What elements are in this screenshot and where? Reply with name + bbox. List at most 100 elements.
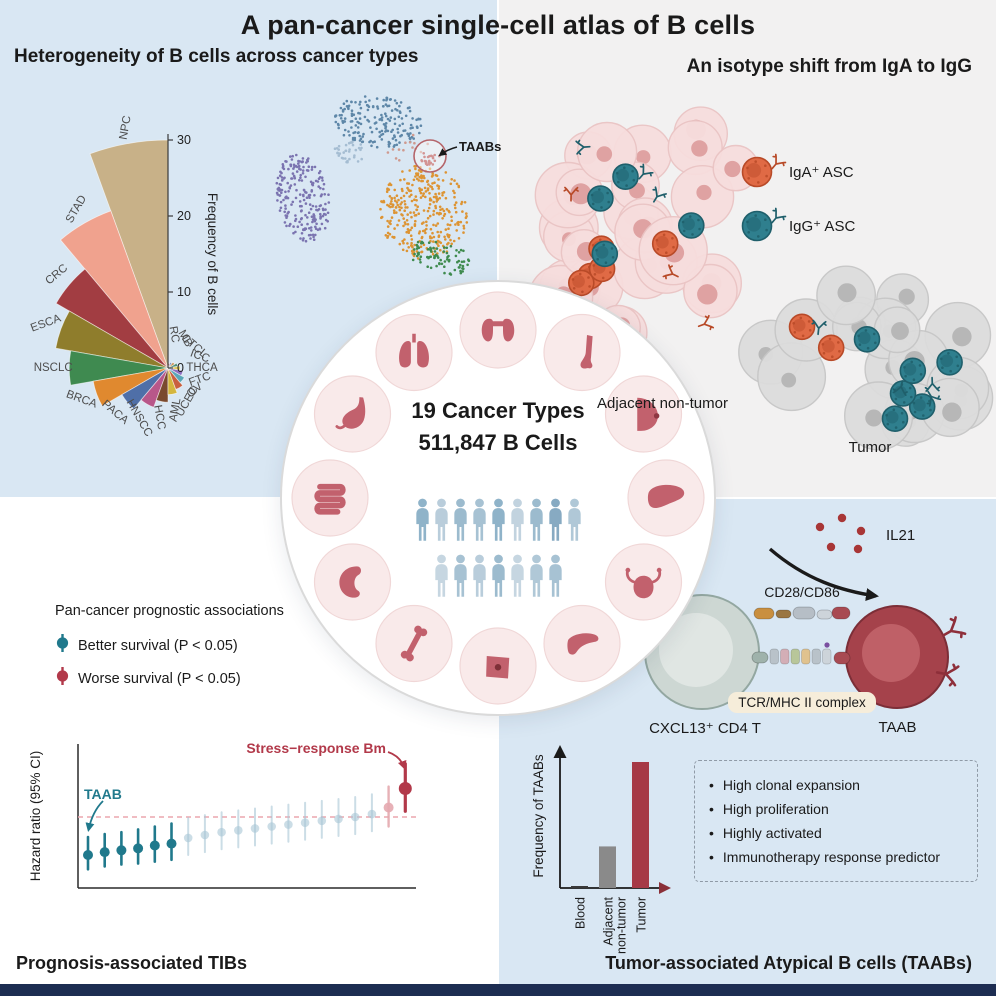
rose-wedge-STAD <box>59 210 169 369</box>
cd28-cd86-label: CD28/CD86 <box>764 584 840 600</box>
il21-arrow <box>768 547 879 601</box>
forest-point <box>317 816 327 826</box>
b-cluster-rose <box>386 133 430 162</box>
isotype-legend-icons <box>741 153 787 242</box>
b-cluster-lightblue <box>333 140 364 164</box>
forest-taab-annotation: TAAB <box>84 786 122 802</box>
forest-point <box>133 843 144 854</box>
rose-wedge-PACA <box>121 367 169 410</box>
rose-wedge-THCA <box>167 365 181 371</box>
il21-label: IL21 <box>886 527 916 544</box>
panel-heterogeneity-title: Heterogeneity of B cells across cancer t… <box>14 46 419 67</box>
forest-point <box>99 847 110 858</box>
bar-Adjacent non-tumor <box>599 846 616 888</box>
antibody-icon <box>811 319 827 336</box>
taab-frequency-bar-chart: Blood Adjacentnon-tumor Tumor Frequency of … <box>531 745 671 954</box>
rose-label-HCC: HCC <box>151 404 167 431</box>
worse-survival-marker-icon <box>55 664 70 693</box>
taab-features-box: High clonal expansion High proliferation H… <box>694 760 978 882</box>
legend-better-label: Better survival (P < 0.05) <box>78 637 238 654</box>
antibody-icon <box>697 314 715 331</box>
stress-bm-pointer-arrow <box>387 751 407 770</box>
antibody-icon <box>941 616 967 639</box>
rose-label-AML: AML <box>167 397 183 423</box>
person-figure <box>454 498 467 541</box>
rose-tick-label: 0 <box>177 361 184 375</box>
antibody-icon <box>662 264 679 280</box>
forest-point <box>398 782 412 795</box>
footer-bar <box>0 984 996 996</box>
organ-kidney-icon <box>313 543 392 621</box>
cd86-receptor <box>816 609 833 620</box>
rose-label-NSCLC: NSCLC <box>34 362 73 374</box>
organ-nose-icon <box>543 313 621 392</box>
rose-axis-title: Frequency of B cells <box>205 193 220 316</box>
forest-point <box>149 840 160 851</box>
antibody-icon <box>935 663 960 687</box>
forest-point <box>383 802 394 813</box>
legend-worse-survival: Worse survival (P < 0.05) <box>55 664 241 693</box>
mhc-complex-segment <box>790 648 800 665</box>
forest-point <box>166 838 177 849</box>
bar-ylabel: Frequency of TAABs <box>531 754 546 878</box>
person-figure <box>530 498 543 541</box>
forest-point <box>116 845 127 856</box>
patient-cohort-figures <box>416 498 581 597</box>
person-figure <box>473 554 486 597</box>
rose-label-NPC: NPC <box>118 115 134 141</box>
legend-igg-asc-label: IgG⁺ ASC <box>789 218 856 235</box>
forest-ylabel: Hazard ratio (95% CI) <box>28 751 43 882</box>
b-cluster-purple <box>275 153 331 243</box>
organ-liver-icon <box>627 459 705 537</box>
bar-Tumor <box>632 762 649 888</box>
figure-title: A pan-cancer single-cell atlas of B cell… <box>240 10 756 40</box>
tissue-tumor <box>738 265 994 451</box>
mhc-complex-segment <box>769 648 779 665</box>
person-figure <box>530 554 543 597</box>
person-figure <box>549 498 562 541</box>
b-cluster-blue <box>334 95 423 149</box>
organ-lungs-icon <box>375 313 453 392</box>
forest-stress-bm-annotation: Stress−response Bm <box>246 740 386 756</box>
tcr-mhc-label: TCR/MHC II complex <box>728 692 876 713</box>
cancer-organ-ring <box>291 291 705 705</box>
rose-tick-label: 10 <box>177 285 191 299</box>
organ-bone-icon <box>375 604 453 683</box>
taab-feature-item: Immunotherapy response predictor <box>709 849 963 865</box>
prognosis-legend-title: Pan-cancer prognostic associations <box>55 603 284 619</box>
center-cancer-types-count: 19 Cancer Types <box>411 398 585 423</box>
rose-wedge-BRCA <box>92 367 169 407</box>
antibody-icon <box>771 153 787 170</box>
better-survival-marker-icon <box>55 631 70 660</box>
person-figure <box>454 554 467 597</box>
rose-wedge-ESCA <box>55 310 169 369</box>
forest-point <box>183 833 193 843</box>
person-figure <box>435 554 448 597</box>
panel-taab-caption: Tumor-associated Atypical B cells (TAABs… <box>605 953 972 973</box>
rose-wedge-CRC <box>55 268 169 369</box>
forest-point <box>217 827 226 837</box>
asc-cell-icon <box>741 210 773 242</box>
tcr-receptor <box>751 651 769 664</box>
legend-better-survival: Better survival (P < 0.05) <box>55 631 238 660</box>
umap-scatter-plot <box>275 95 471 276</box>
forest-point <box>284 820 293 829</box>
forest-point <box>334 814 343 824</box>
taab-pointer-arrow <box>85 800 104 832</box>
person-figure <box>492 554 505 597</box>
organ-breast-icon <box>604 375 683 453</box>
rose-wedge-HNSCC <box>140 367 169 408</box>
organ-stomach-icon <box>313 375 392 453</box>
forest-point <box>83 850 93 860</box>
forest-point <box>200 830 210 840</box>
taab-cell-nucleus <box>862 624 920 682</box>
cd86-receptor <box>831 606 851 620</box>
asc-cell-icon <box>741 156 773 188</box>
antibody-icon <box>638 163 654 180</box>
rose-wedge-OV <box>167 367 186 384</box>
antibody-icon <box>926 390 942 407</box>
taab-cell-label: TAAB <box>878 719 917 736</box>
il21-dot <box>826 542 836 552</box>
